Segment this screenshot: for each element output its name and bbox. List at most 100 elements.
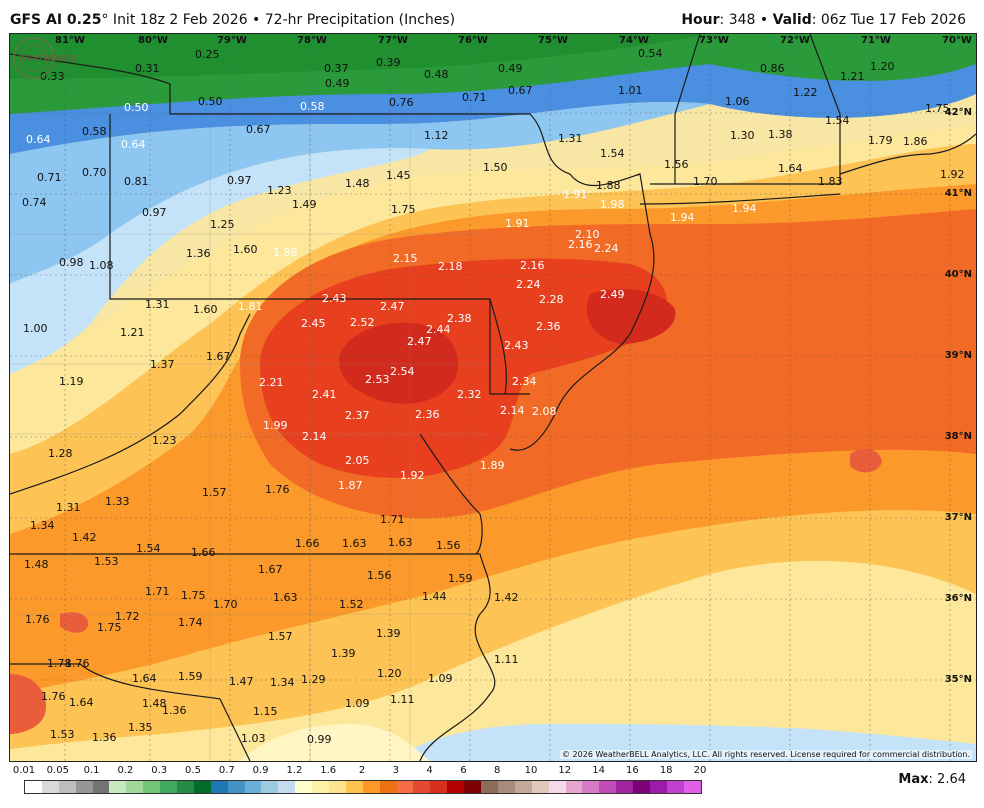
precip-value: 1.31 [558, 132, 583, 145]
lon-label: 74°W [619, 35, 649, 46]
precip-value: 1.59 [178, 670, 203, 683]
precip-value: 1.91 [505, 217, 530, 230]
precip-value: 2.14 [500, 404, 525, 417]
scale-tick-label: 20 [693, 765, 707, 776]
precip-value: 1.98 [600, 198, 625, 211]
weatherbell-logo: WEATHERBELL [13, 37, 78, 79]
precip-value: 1.53 [50, 728, 75, 741]
precip-value: 1.39 [376, 627, 401, 640]
precip-value: 2.49 [600, 288, 625, 301]
precip-value: 1.75 [391, 203, 416, 216]
scale-swatch [514, 781, 532, 793]
precip-value: 1.25 [210, 218, 235, 231]
scale-swatch [649, 781, 667, 793]
precip-value: 0.86 [760, 62, 785, 75]
precip-value: 0.81 [124, 175, 149, 188]
precip-value: 1.28 [48, 447, 73, 460]
precip-value: 1.67 [206, 350, 231, 363]
scale-tick-label: 1.6 [320, 765, 337, 776]
scale-tick-label: 2 [358, 765, 366, 776]
lon-label: 78°W [297, 35, 327, 46]
precip-value: 1.48 [142, 697, 167, 710]
precip-value: 2.34 [512, 375, 537, 388]
scale-swatch [177, 781, 194, 793]
precip-value: 1.57 [268, 630, 293, 643]
precip-value: 1.49 [292, 198, 317, 211]
precip-value: 1.36 [92, 731, 117, 744]
precip-value: 1.99 [263, 419, 288, 432]
scale-swatch [143, 781, 161, 793]
hour-value: : 348 • [719, 12, 773, 28]
precip-value: 1.30 [730, 129, 755, 142]
precip-value: 1.64 [69, 696, 94, 709]
precip-value: 1.75 [97, 621, 122, 634]
precip-value: 1.71 [145, 585, 170, 598]
precip-value: 1.63 [273, 591, 298, 604]
scale-tick-label: 0.3 [151, 765, 168, 776]
precip-value: 0.48 [424, 68, 449, 81]
scale-swatch [278, 781, 296, 793]
scale-swatch [464, 781, 482, 793]
degree-symbol: ° [101, 12, 109, 28]
scale-swatch [345, 781, 363, 793]
precip-value: 1.47 [229, 675, 254, 688]
precip-value: 1.64 [132, 672, 157, 685]
scale-swatch [58, 781, 76, 793]
precip-value: 0.71 [37, 171, 62, 184]
precip-value: 0.50 [198, 95, 223, 108]
scale-swatch [413, 781, 431, 793]
precip-value: 0.58 [300, 100, 325, 113]
precip-value: 1.53 [94, 555, 119, 568]
precip-value: 1.50 [483, 161, 508, 174]
hour-label: Hour [681, 12, 720, 28]
precip-value: 1.20 [870, 60, 895, 73]
scale-swatch [160, 781, 178, 793]
precip-value: 2.05 [345, 454, 370, 467]
precip-value: 2.54 [390, 365, 415, 378]
precip-value: 1.09 [345, 697, 370, 710]
precip-value: 2.08 [532, 405, 557, 418]
scale-swatch [565, 781, 583, 793]
scale-swatch [666, 781, 684, 793]
precip-value: 2.16 [568, 238, 593, 251]
precip-value: 0.49 [325, 77, 350, 90]
precip-value: 2.45 [301, 317, 326, 330]
precip-value: 2.24 [516, 278, 541, 291]
precip-contours [10, 34, 976, 761]
precip-value: 1.88 [596, 179, 621, 192]
precip-value: 2.44 [426, 323, 451, 336]
precip-value: 1.33 [105, 495, 130, 508]
valid-time: Hour: 348 • Valid: 06z Tue 17 Feb 2026 [681, 12, 966, 28]
precip-value: 1.31 [145, 298, 170, 311]
model-name: GFS AI 0.25 [10, 12, 102, 28]
init-text: Init 18z 2 Feb 2026 • 72-hr Precipitatio… [108, 12, 456, 28]
scale-tick-label: 0.5 [185, 765, 201, 776]
lat-label: 36°N [944, 593, 972, 604]
scale-swatch [683, 781, 701, 793]
precip-value: 1.56 [664, 158, 689, 171]
lat-label: 39°N [944, 350, 972, 361]
precip-value: 0.31 [135, 62, 160, 75]
precip-value: 0.97 [227, 174, 252, 187]
scale-swatch [227, 781, 245, 793]
precip-value: 0.67 [246, 123, 271, 136]
precip-value: 2.15 [393, 252, 418, 265]
precip-value: 2.38 [447, 312, 472, 325]
precip-value: 0.25 [195, 48, 220, 61]
precip-value: 1.76 [25, 613, 50, 626]
precip-value: 1.42 [494, 591, 519, 604]
precip-value: 0.54 [638, 47, 663, 60]
scale-swatch [92, 781, 110, 793]
precip-value: 1.75 [925, 102, 950, 115]
precip-value: 0.64 [26, 133, 51, 146]
precip-value: 2.14 [302, 430, 327, 443]
scale-tick-label: 8 [494, 765, 501, 776]
precip-value: 1.83 [818, 175, 843, 188]
precip-value: 1.92 [400, 469, 425, 482]
precip-value: 1.12 [424, 129, 449, 142]
precip-value: 1.76 [265, 483, 290, 496]
valid-value: : 06z Tue 17 Feb 2026 [811, 12, 966, 28]
precip-value: 1.36 [186, 247, 211, 260]
lon-label: 81°W [55, 35, 85, 46]
precip-value: 1.87 [338, 479, 363, 492]
